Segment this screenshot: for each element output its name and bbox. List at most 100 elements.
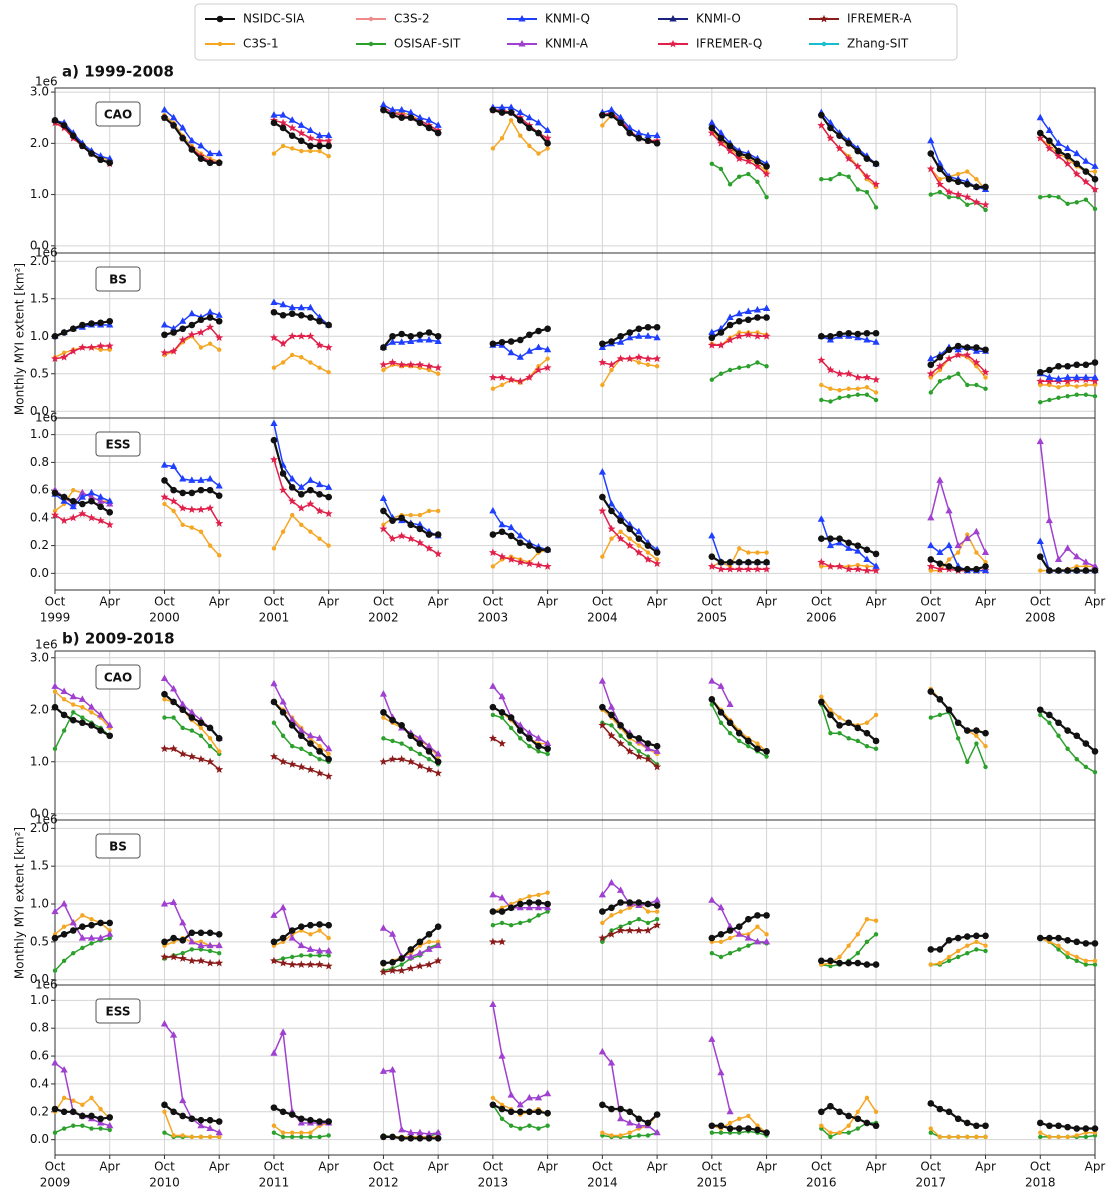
marker <box>626 329 634 336</box>
marker <box>162 1109 167 1115</box>
marker <box>289 352 295 358</box>
marker <box>69 132 77 139</box>
marker <box>863 1119 871 1127</box>
marker <box>388 338 397 345</box>
marker <box>635 325 643 333</box>
marker <box>735 1125 743 1132</box>
marker <box>1046 711 1053 719</box>
marker <box>645 550 651 555</box>
marker <box>599 111 606 119</box>
legend-label: C3S-1 <box>243 37 279 51</box>
marker <box>298 732 305 740</box>
marker <box>1045 144 1054 152</box>
marker <box>1045 373 1053 380</box>
legend-marker <box>216 15 224 23</box>
marker <box>279 1108 287 1116</box>
marker <box>426 508 432 514</box>
marker <box>755 924 760 929</box>
marker <box>607 106 616 113</box>
legend-marker <box>368 41 374 47</box>
marker <box>215 1118 223 1125</box>
marker <box>963 1119 971 1127</box>
marker <box>945 563 953 570</box>
x-year-label: 2008 <box>1025 611 1056 625</box>
marker <box>1092 962 1098 967</box>
marker <box>983 207 988 213</box>
marker <box>407 1134 415 1142</box>
marker <box>645 909 651 914</box>
marker <box>727 951 733 956</box>
legend-label: OSISAF-SIT <box>394 37 461 51</box>
marker <box>854 959 862 967</box>
marker <box>836 535 843 542</box>
marker <box>753 564 762 573</box>
marker <box>380 507 387 515</box>
marker <box>71 710 76 715</box>
marker <box>945 506 953 514</box>
marker <box>965 169 970 174</box>
marker <box>52 746 58 751</box>
marker <box>280 143 286 149</box>
marker <box>52 1130 58 1135</box>
marker <box>379 524 388 533</box>
marker <box>160 952 169 961</box>
marker <box>299 953 304 958</box>
marker <box>516 558 525 566</box>
marker <box>51 934 59 942</box>
marker <box>169 113 178 121</box>
marker <box>107 1127 112 1133</box>
marker <box>846 174 851 179</box>
marker <box>836 132 843 139</box>
marker <box>609 536 614 541</box>
marker <box>1046 137 1053 145</box>
marker <box>197 155 205 163</box>
marker <box>617 332 624 340</box>
marker <box>69 502 77 510</box>
marker <box>873 1109 879 1115</box>
marker <box>955 550 961 555</box>
marker <box>534 343 543 350</box>
marker <box>974 382 979 388</box>
marker <box>518 133 523 138</box>
marker <box>737 546 742 551</box>
marker <box>69 513 78 522</box>
marker <box>499 136 505 141</box>
marker <box>161 1101 168 1109</box>
marker <box>98 1106 103 1112</box>
marker <box>160 348 169 357</box>
marker <box>616 354 625 363</box>
marker <box>1091 562 1099 569</box>
marker <box>764 364 769 369</box>
marker <box>717 709 725 716</box>
marker <box>499 715 505 720</box>
marker <box>1036 553 1044 561</box>
marker <box>837 171 842 177</box>
x-tick-label: Oct <box>483 1160 504 1174</box>
marker <box>179 937 187 944</box>
marker <box>708 118 716 126</box>
marker <box>508 923 514 928</box>
marker <box>317 148 322 154</box>
marker <box>818 332 825 340</box>
marker <box>627 905 632 910</box>
marker <box>162 715 167 720</box>
marker <box>1081 177 1090 186</box>
marker <box>206 1116 214 1124</box>
marker <box>51 354 59 363</box>
marker <box>379 1067 388 1074</box>
marker <box>872 562 880 569</box>
marker <box>325 131 333 139</box>
marker <box>526 124 533 132</box>
marker <box>1065 394 1070 399</box>
marker <box>845 959 852 967</box>
marker <box>635 134 643 142</box>
marker <box>527 743 532 749</box>
marker <box>87 493 96 500</box>
marker <box>653 747 661 754</box>
marker <box>598 721 607 729</box>
marker <box>826 562 835 570</box>
marker <box>379 100 388 108</box>
marker <box>279 485 288 494</box>
x-tick-label: Apr <box>428 1160 449 1174</box>
marker <box>288 123 297 132</box>
